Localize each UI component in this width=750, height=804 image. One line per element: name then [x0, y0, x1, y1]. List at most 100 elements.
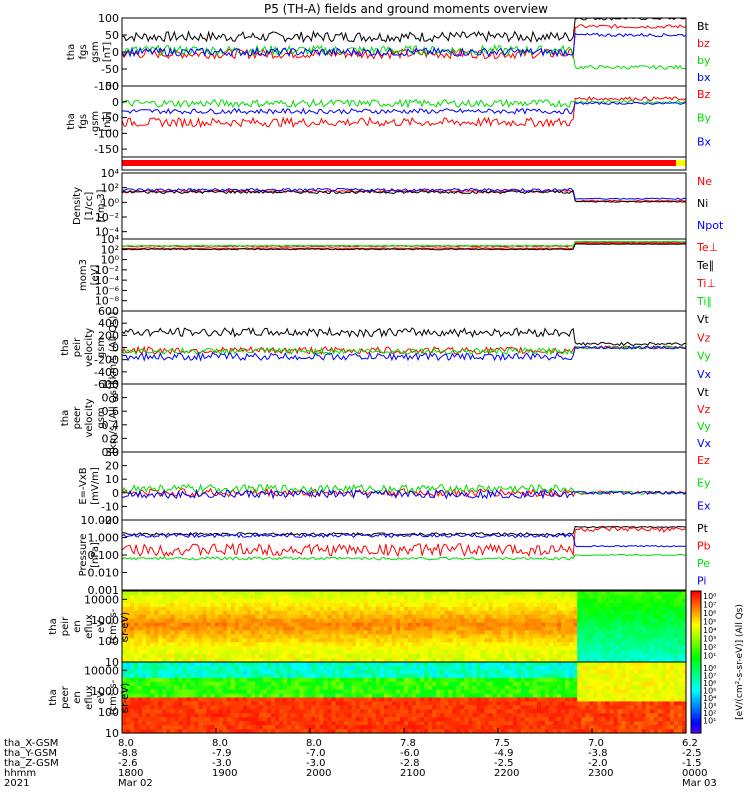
heatmap-cell — [404, 701, 409, 706]
heatmap-cell — [211, 678, 216, 683]
heatmap-cell — [259, 705, 264, 710]
heatmap-cell — [311, 634, 316, 639]
heatmap-cell — [404, 670, 409, 675]
heatmap-cell — [263, 678, 268, 683]
heatmap-cell — [219, 650, 224, 655]
heatmap-cell — [376, 721, 381, 726]
heatmap-cell — [505, 678, 510, 683]
heatmap-cell — [408, 642, 413, 647]
heatmap-cell — [424, 654, 429, 659]
heatmap-cell — [348, 709, 353, 714]
heatmap-cell — [336, 603, 341, 608]
heatmap-cell — [376, 662, 381, 667]
heatmap-cell — [440, 619, 445, 624]
heatmap-cell — [243, 717, 248, 722]
heatmap-cell — [404, 674, 409, 679]
heatmap-cell — [388, 599, 393, 604]
heatmap-cell — [654, 599, 659, 604]
heatmap-cell — [372, 623, 377, 628]
heatmap-cell — [396, 595, 401, 600]
heatmap-cell — [158, 650, 163, 655]
heatmap-cell — [601, 627, 606, 632]
heatmap-cell — [319, 623, 324, 628]
heatmap-cell — [404, 662, 409, 667]
heatmap-cell — [303, 709, 308, 714]
heatmap-cell — [412, 627, 417, 632]
heatmap-cell — [589, 630, 594, 635]
heatmap-cell — [513, 646, 518, 651]
heatmap-cell — [239, 615, 244, 620]
heatmap-cell — [626, 682, 631, 687]
heatmap-cell — [525, 662, 530, 667]
heatmap-cell — [477, 591, 482, 596]
heatmap-cell — [464, 595, 469, 600]
heatmap-cell — [384, 595, 389, 600]
heatmap-cell — [287, 725, 292, 730]
heatmap-cell — [255, 603, 260, 608]
heatmap-cell — [146, 709, 151, 714]
heatmap-cell — [642, 650, 647, 655]
heatmap-cell — [610, 705, 615, 710]
heatmap-cell — [352, 634, 357, 639]
heatmap-cell — [577, 666, 582, 671]
heatmap-cell — [541, 634, 546, 639]
heatmap-cell — [420, 670, 425, 675]
heatmap-cell — [593, 654, 598, 659]
heatmap-cell — [505, 682, 510, 687]
heatmap-cell — [392, 698, 397, 703]
heatmap-cell — [295, 619, 300, 624]
heatmap-cell — [501, 674, 506, 679]
heatmap-cell — [666, 607, 671, 612]
heatmap-cell — [412, 619, 417, 624]
heatmap-cell — [263, 666, 268, 671]
heatmap-cell — [618, 705, 623, 710]
heatmap-cell — [207, 607, 212, 612]
heatmap-cell — [610, 686, 615, 691]
heatmap-cell — [360, 674, 365, 679]
heatmap-cell — [376, 634, 381, 639]
heatmap-cell — [215, 694, 220, 699]
heatmap-cell — [368, 599, 373, 604]
heatmap-cell — [126, 646, 131, 651]
heatmap-cell — [573, 591, 578, 596]
heatmap-cell — [203, 725, 208, 730]
heatmap-cell — [610, 611, 615, 616]
heatmap-cell — [182, 674, 187, 679]
heatmap-cell — [340, 599, 345, 604]
heatmap-cell — [593, 682, 598, 687]
y-tick-label: 10.000 — [81, 514, 120, 527]
heatmap-cell — [569, 682, 574, 687]
heatmap-cell — [195, 603, 200, 608]
heatmap-cell — [319, 713, 324, 718]
heatmap-cell — [408, 698, 413, 703]
heatmap-cell — [178, 646, 183, 651]
heatmap-cell — [416, 678, 421, 683]
heatmap-cell — [299, 603, 304, 608]
heatmap-cell — [573, 666, 578, 671]
heatmap-cell — [235, 698, 240, 703]
heatmap-cell — [340, 638, 345, 643]
heatmap-cell — [295, 634, 300, 639]
heatmap-cell — [134, 646, 139, 651]
heatmap-cell — [481, 717, 486, 722]
heatmap-cell — [509, 674, 514, 679]
heatmap-cell — [291, 701, 296, 706]
heatmap-cell — [412, 709, 417, 714]
heatmap-cell — [549, 623, 554, 628]
heatmap-cell — [662, 650, 667, 655]
heatmap-cell — [618, 646, 623, 651]
heatmap-cell — [662, 595, 667, 600]
heatmap-cell — [670, 650, 675, 655]
heatmap-cell — [561, 686, 566, 691]
heatmap-cell — [622, 725, 627, 730]
heatmap-cell — [573, 619, 578, 624]
heatmap-cell — [424, 611, 429, 616]
heatmap-cell — [348, 694, 353, 699]
heatmap-cell — [364, 619, 369, 624]
heatmap-cell — [444, 607, 449, 612]
heatmap-cell — [537, 682, 542, 687]
heatmap-cell — [187, 670, 192, 675]
heatmap-cell — [336, 650, 341, 655]
heatmap-cell — [662, 599, 667, 604]
heatmap-cell — [569, 717, 574, 722]
